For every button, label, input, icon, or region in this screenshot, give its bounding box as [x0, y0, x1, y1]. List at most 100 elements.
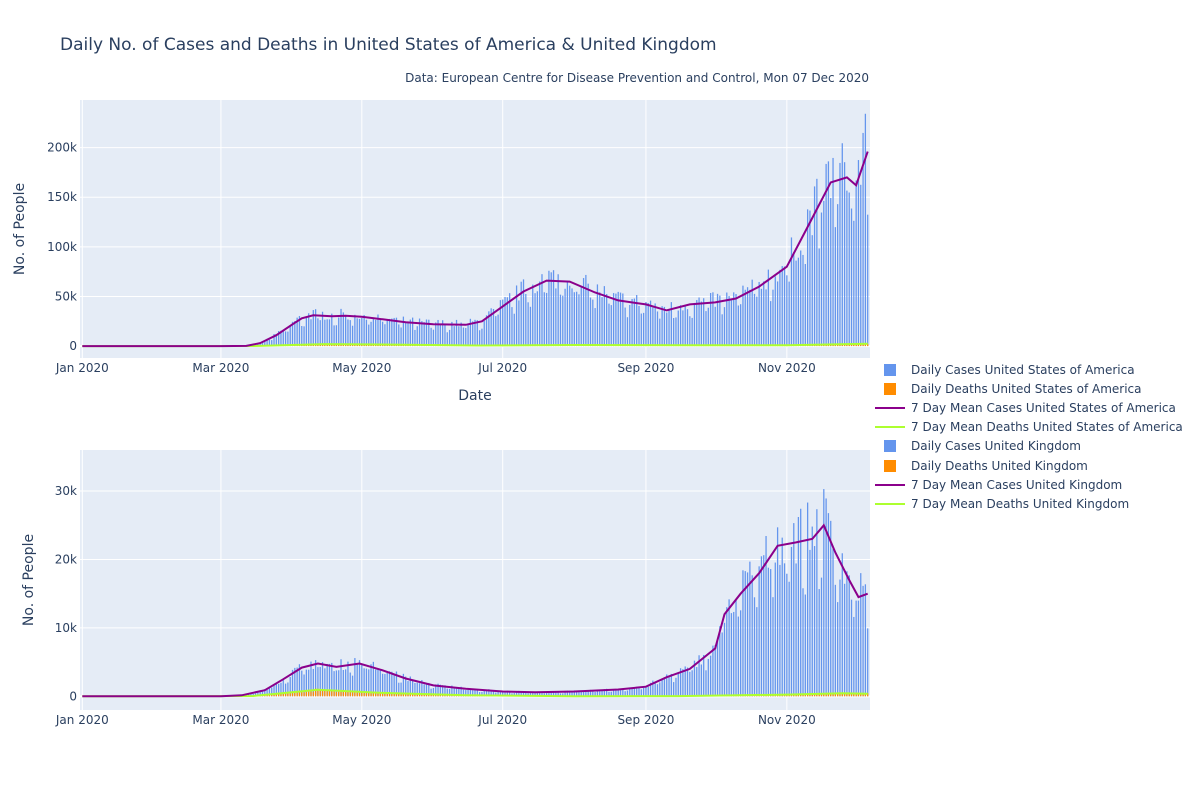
- daily-cases-bar: [333, 671, 335, 697]
- daily-cases-bar: [271, 340, 273, 347]
- mean-cases-line: [82, 151, 869, 348]
- daily-cases-bar: [550, 272, 552, 347]
- daily-cases-bar: [250, 692, 252, 697]
- daily-deaths-bar: [324, 690, 326, 697]
- daily-cases-bar: [806, 502, 809, 697]
- daily-cases-bar: [813, 546, 816, 697]
- daily-cases-bar: [490, 690, 492, 697]
- x-axis-title: Date: [458, 388, 491, 404]
- daily-cases-bar: [444, 685, 446, 697]
- daily-cases-bar: [351, 675, 354, 697]
- legend-item[interactable]: 7 Day Mean Deaths United Kingdom: [875, 494, 1183, 513]
- daily-cases-bar: [317, 667, 319, 697]
- daily-cases-bar: [312, 310, 314, 347]
- x-tick-label: May 2020: [332, 361, 391, 375]
- daily-deaths-bar: [825, 694, 827, 697]
- daily-deaths-bar: [857, 344, 860, 347]
- daily-cases-bar: [351, 325, 354, 347]
- daily-cases-bar: [765, 536, 767, 697]
- daily-cases-bar: [673, 682, 675, 697]
- daily-cases-bar: [744, 289, 746, 347]
- daily-deaths-bar: [326, 690, 328, 697]
- daily-cases-bar: [867, 214, 869, 347]
- daily-cases-bar: [642, 687, 645, 697]
- daily-cases-bar: [525, 293, 527, 347]
- legend[interactable]: Daily Cases United States of America Dail…: [875, 360, 1183, 514]
- daily-cases-bar: [566, 690, 569, 697]
- daily-cases-bar: [418, 683, 421, 697]
- legend-label: Daily Deaths United States of America: [911, 381, 1142, 396]
- daily-cases-bar: [576, 291, 578, 347]
- daily-cases-bar: [758, 281, 760, 347]
- daily-cases-bar: [541, 692, 543, 697]
- legend-item[interactable]: Daily Deaths United Kingdom: [875, 456, 1183, 475]
- daily-deaths-bar: [816, 693, 818, 697]
- daily-cases-bar: [735, 294, 737, 347]
- daily-cases-bar: [733, 292, 735, 347]
- daily-deaths-bar: [400, 694, 402, 697]
- daily-cases-bar: [421, 680, 423, 697]
- daily-cases-bar: [349, 672, 351, 697]
- legend-item[interactable]: 7 Day Mean Deaths United States of Ameri…: [875, 418, 1183, 437]
- daily-cases-bar: [793, 523, 795, 697]
- daily-cases-bar: [670, 673, 672, 697]
- daily-cases-bar: [356, 318, 358, 347]
- daily-cases-bar: [548, 270, 550, 347]
- legend-item[interactable]: Daily Deaths United States of America: [875, 379, 1183, 398]
- daily-cases-bar: [312, 668, 314, 697]
- daily-cases-bar: [834, 584, 836, 697]
- daily-cases-bar: [562, 693, 564, 697]
- daily-deaths-bar: [379, 691, 381, 697]
- daily-cases-bar: [398, 324, 400, 347]
- daily-deaths-bar: [802, 694, 804, 697]
- daily-cases-bar: [338, 670, 340, 697]
- legend-item[interactable]: 7 Day Mean Cases United Kingdom: [875, 475, 1183, 494]
- daily-cases-bar: [818, 248, 820, 347]
- daily-deaths-bar: [275, 693, 277, 697]
- daily-cases-bar: [656, 684, 659, 697]
- x-tick-label: Jul 2020: [477, 713, 527, 727]
- daily-cases-bar: [615, 689, 617, 697]
- legend-item[interactable]: Daily Cases United States of America: [875, 360, 1183, 379]
- daily-cases-bar: [280, 330, 282, 347]
- daily-cases-bar: [714, 306, 716, 347]
- daily-cases-bar: [682, 310, 684, 347]
- daily-deaths-bar: [384, 693, 386, 697]
- daily-cases-bar: [381, 321, 384, 347]
- daily-deaths-bar: [820, 694, 823, 697]
- daily-deaths-bar: [335, 692, 338, 697]
- daily-cases-bar: [837, 204, 839, 347]
- daily-cases-bar: [737, 305, 739, 347]
- daily-deaths-bar: [839, 344, 841, 347]
- daily-cases-bar: [705, 670, 707, 697]
- daily-deaths-bar: [314, 688, 317, 697]
- daily-cases-bar: [381, 673, 384, 697]
- daily-cases-bar: [386, 672, 388, 697]
- daily-cases-bar: [804, 263, 806, 347]
- legend-item[interactable]: 7 Day Mean Cases United States of Americ…: [875, 398, 1183, 417]
- daily-cases-bar: [324, 319, 326, 347]
- daily-cases-bar: [358, 318, 361, 347]
- legend-item[interactable]: Daily Cases United Kingdom: [875, 437, 1183, 456]
- daily-deaths-bar: [846, 693, 848, 697]
- daily-cases-bar: [740, 610, 742, 697]
- daily-cases-bar: [712, 292, 714, 347]
- daily-cases-bar: [751, 575, 753, 697]
- daily-cases-bar: [580, 285, 582, 347]
- daily-cases-bar: [532, 691, 534, 697]
- daily-cases-bar: [850, 208, 853, 347]
- legend-line-swatch: [875, 478, 905, 492]
- daily-deaths-bar: [843, 692, 846, 697]
- daily-cases-bar: [582, 278, 585, 347]
- daily-cases-bar: [518, 690, 520, 697]
- daily-cases-bar: [448, 688, 451, 697]
- daily-cases-bar: [666, 674, 668, 697]
- daily-cases-bar: [793, 252, 795, 347]
- daily-cases-bar: [430, 688, 432, 697]
- daily-cases-bar: [435, 684, 437, 697]
- daily-deaths-bar: [370, 344, 372, 347]
- y-tick-label: 0: [69, 339, 77, 353]
- y-axis-title: No. of People: [21, 534, 37, 626]
- daily-cases-bar: [841, 553, 843, 697]
- daily-cases-bar: [839, 579, 841, 697]
